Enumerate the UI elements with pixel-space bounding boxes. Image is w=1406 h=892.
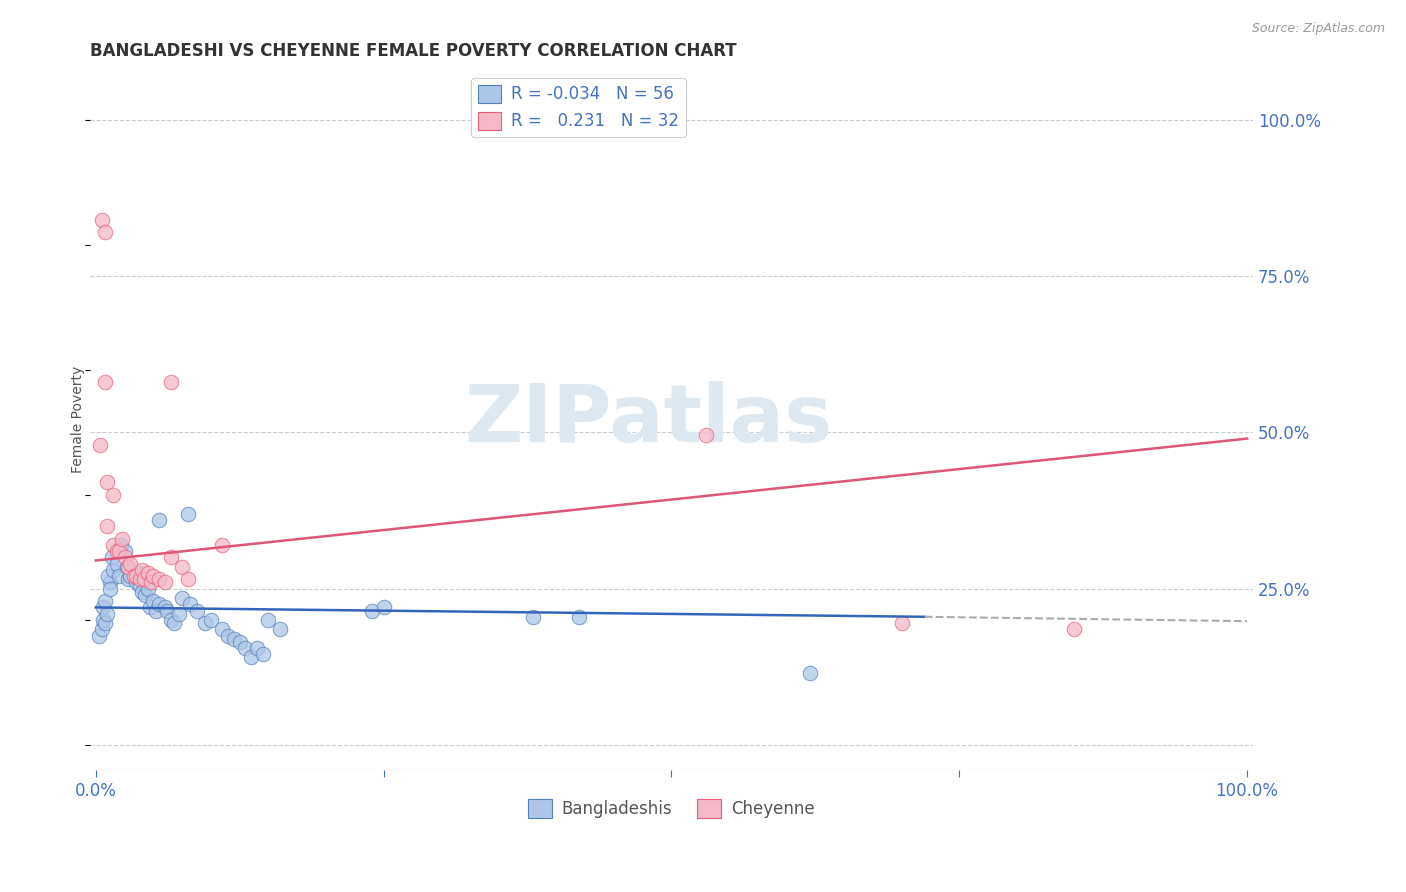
Point [159, 550, 181, 565]
Point [142, 569, 165, 583]
Point [695, 428, 717, 442]
Point [522, 609, 544, 624]
Point [117, 559, 139, 574]
Point [96, 519, 118, 533]
Point [172, 559, 194, 574]
Point [240, 650, 263, 665]
Point [1063, 622, 1085, 636]
Point [136, 582, 159, 596]
Point [890, 615, 912, 630]
Point [108, 569, 131, 583]
Point [235, 641, 257, 656]
Point [159, 613, 181, 627]
Point [167, 607, 190, 621]
Point [361, 603, 384, 617]
Point [114, 550, 136, 565]
Point [163, 615, 186, 630]
Point [139, 575, 162, 590]
Point [98, 582, 121, 596]
Point [172, 591, 194, 605]
Point [153, 575, 176, 590]
Point [128, 578, 150, 592]
Point [117, 572, 139, 586]
Point [101, 538, 124, 552]
Point [101, 563, 124, 577]
Point [131, 584, 153, 599]
Point [131, 563, 153, 577]
Point [115, 559, 138, 574]
Point [148, 513, 170, 527]
Point [134, 588, 156, 602]
Point [211, 622, 233, 636]
Point [111, 532, 134, 546]
Point [96, 607, 118, 621]
Point [122, 569, 145, 583]
Point [159, 376, 181, 390]
Point [139, 600, 162, 615]
Point [89, 438, 111, 452]
Point [114, 544, 136, 558]
Legend: Bangladeshis, Cheyenne: Bangladeshis, Cheyenne [522, 793, 821, 825]
Point [120, 557, 142, 571]
Point [177, 572, 200, 586]
Point [148, 572, 170, 586]
Point [98, 575, 121, 590]
Point [156, 603, 179, 617]
Point [200, 613, 222, 627]
Y-axis label: Female Poverty: Female Poverty [72, 367, 86, 474]
Point [90, 622, 112, 636]
Point [94, 376, 117, 390]
Point [97, 569, 120, 583]
Point [252, 648, 274, 662]
Point [269, 622, 291, 636]
Point [105, 544, 128, 558]
Point [134, 572, 156, 586]
Point [94, 225, 117, 239]
Point [128, 572, 150, 586]
Point [186, 603, 208, 617]
Point [101, 488, 124, 502]
Point [125, 575, 148, 590]
Point [125, 569, 148, 583]
Point [94, 594, 117, 608]
Text: BANGLADESHI VS CHEYENNE FEMALE POVERTY CORRELATION CHART: BANGLADESHI VS CHEYENNE FEMALE POVERTY C… [90, 42, 737, 60]
Point [136, 566, 159, 580]
Point [217, 629, 239, 643]
Point [145, 603, 167, 617]
Point [127, 566, 149, 580]
Text: ZIPatlas: ZIPatlas [464, 381, 832, 458]
Point [89, 629, 111, 643]
Point [120, 569, 142, 583]
Point [179, 597, 201, 611]
Point [142, 594, 165, 608]
Text: Source: ZipAtlas.com: Source: ZipAtlas.com [1251, 22, 1385, 36]
Point [101, 550, 124, 565]
Point [228, 635, 250, 649]
Point [108, 544, 131, 558]
Point [94, 615, 117, 630]
Point [90, 212, 112, 227]
Point [257, 613, 280, 627]
Point [568, 609, 591, 624]
Point [91, 613, 114, 627]
Point [91, 600, 114, 615]
Point [799, 666, 821, 681]
Point [96, 475, 118, 490]
Point [222, 632, 245, 646]
Point [105, 557, 128, 571]
Point [110, 538, 132, 552]
Point [177, 507, 200, 521]
Point [148, 597, 170, 611]
Point [373, 600, 395, 615]
Point [211, 538, 233, 552]
Point [246, 641, 269, 656]
Point [153, 600, 176, 615]
Point [194, 615, 217, 630]
